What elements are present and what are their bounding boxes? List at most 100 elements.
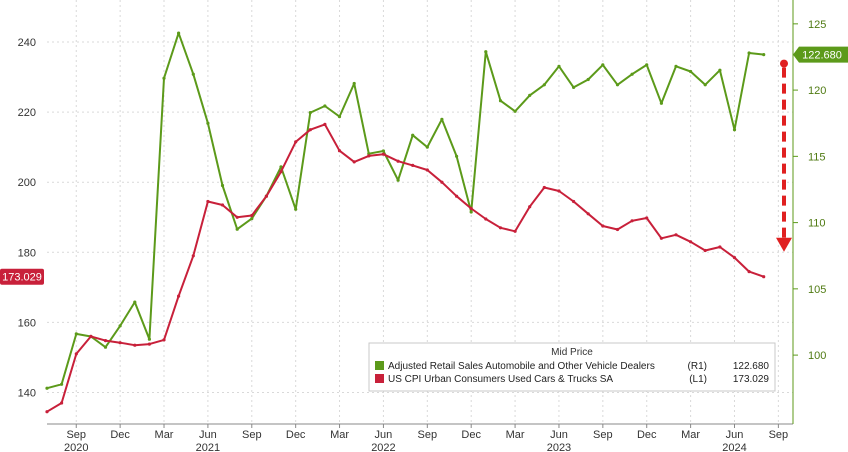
x-tick-label: Dec [286, 429, 306, 441]
retail-data-point [586, 77, 590, 82]
year-label: 2021 [196, 442, 220, 452]
cpi-data-point [703, 248, 707, 253]
retail-data-point [455, 154, 459, 158]
retail-data-point [645, 63, 649, 67]
y-right-tick-label: 100 [808, 350, 826, 362]
cpi-data-point [177, 294, 181, 298]
cpi-data-point [191, 254, 195, 258]
year-label: 2020 [64, 442, 88, 452]
x-tick-label: Mar [506, 429, 525, 441]
y-left-tick-label: 240 [18, 37, 36, 49]
cpi-data-point [367, 154, 371, 158]
retail-data-point [528, 93, 532, 97]
retail-last-value-label: 122.680 [802, 50, 842, 62]
retail-data-point [469, 210, 473, 214]
y-left-tick-label: 200 [18, 177, 36, 189]
cpi-data-point [133, 343, 137, 347]
cpi-data-point [542, 185, 546, 190]
x-tick-label: Sep [769, 429, 789, 441]
cpi-data-point [718, 245, 722, 249]
annotation-layer [776, 59, 792, 252]
legend-axis-tag: (L1) [689, 374, 707, 385]
legend: Mid Price Adjusted Retail Sales Automobil… [368, 342, 776, 392]
x-tick-label: Sep [593, 429, 613, 441]
x-tick-label: Sep [66, 429, 86, 441]
cpi-data-point [89, 334, 93, 338]
y-right-tick-label: 125 [808, 19, 826, 31]
cpi-data-point [250, 213, 254, 218]
cpi-data-point [60, 401, 64, 405]
retail-data-point [308, 111, 312, 115]
cpi-last-value-label: 173.029 [2, 272, 42, 284]
cpi-data-point [689, 240, 693, 244]
x-tick-label: Mar [681, 429, 700, 441]
retail-data-point [484, 50, 488, 54]
cpi-data-point [235, 215, 239, 219]
cpi-data-point [118, 341, 122, 345]
cpi-data-point [645, 216, 649, 220]
retail-data-point [703, 83, 707, 87]
cpi-data-point [294, 140, 298, 144]
cpi-data-point [381, 152, 385, 156]
retail-data-point [177, 31, 181, 35]
legend-swatch [375, 374, 384, 383]
cpi-data-point [528, 205, 532, 209]
x-tick-label: Jun [550, 429, 568, 441]
legend-axis-tag: (R1) [688, 361, 707, 372]
retail-data-point [235, 227, 239, 231]
retail-data-point [60, 382, 64, 386]
legend-label: Adjusted Retail Sales Automobile and Oth… [388, 361, 655, 372]
retail-data-point [440, 117, 444, 121]
retail-data-point [396, 178, 400, 182]
cpi-last-value-badge [0, 268, 44, 285]
x-tick-label: Dec [461, 429, 481, 441]
retail-sales-line [46, 32, 764, 390]
arrow-start-dot [780, 59, 788, 68]
cpi-data-point [337, 149, 342, 153]
retail-data-point [513, 109, 517, 113]
cpi-data-point [601, 224, 605, 228]
retail-data-point [294, 207, 298, 211]
retail-data-point [615, 83, 620, 87]
retail-data-point [498, 99, 503, 103]
retail-data-point [118, 324, 122, 328]
cpi-data-point [103, 339, 108, 343]
year-label: 2022 [371, 442, 395, 452]
legend-box [368, 342, 776, 392]
retail-data-point [352, 81, 356, 86]
retail-data-point [250, 217, 254, 221]
legend-label: US CPI Urban Consumers Used Cars & Truck… [388, 374, 613, 385]
x-tick-label: Jun [199, 429, 217, 441]
cpi-data-point [220, 203, 225, 207]
cpi-data-point [498, 226, 503, 230]
retail-data-point [147, 337, 151, 341]
retail-data-point [542, 83, 546, 87]
y-right-tick-label: 115 [808, 151, 826, 163]
x-tick-label: Sep [418, 429, 438, 441]
cpi-data-point [747, 270, 751, 274]
y-right-tick-label: 110 [808, 218, 826, 230]
retail-last-value-badge [793, 46, 848, 63]
y-right-tick-label: 105 [808, 284, 826, 296]
cpi-data-point [572, 199, 576, 204]
cpi-data-point [455, 194, 459, 198]
cpi-data-point [762, 275, 766, 279]
year-label: 2024 [722, 442, 746, 452]
legend-swatch [375, 361, 384, 370]
cpi-data-point [586, 212, 590, 216]
cpi-data-point [425, 168, 429, 172]
retail-data-point [411, 133, 415, 137]
cpi-data-point [74, 352, 78, 356]
series-layer [45, 31, 766, 414]
retail-data-point [191, 72, 195, 76]
retail-data-point [557, 64, 561, 68]
legend-value: 122.680 [733, 361, 770, 372]
retail-data-point [732, 128, 737, 132]
cpi-data-point [279, 170, 283, 174]
retail-data-point [381, 149, 385, 153]
cpi-data-point [674, 233, 678, 237]
cpi-data-point [206, 199, 210, 204]
retail-data-point [572, 85, 576, 89]
